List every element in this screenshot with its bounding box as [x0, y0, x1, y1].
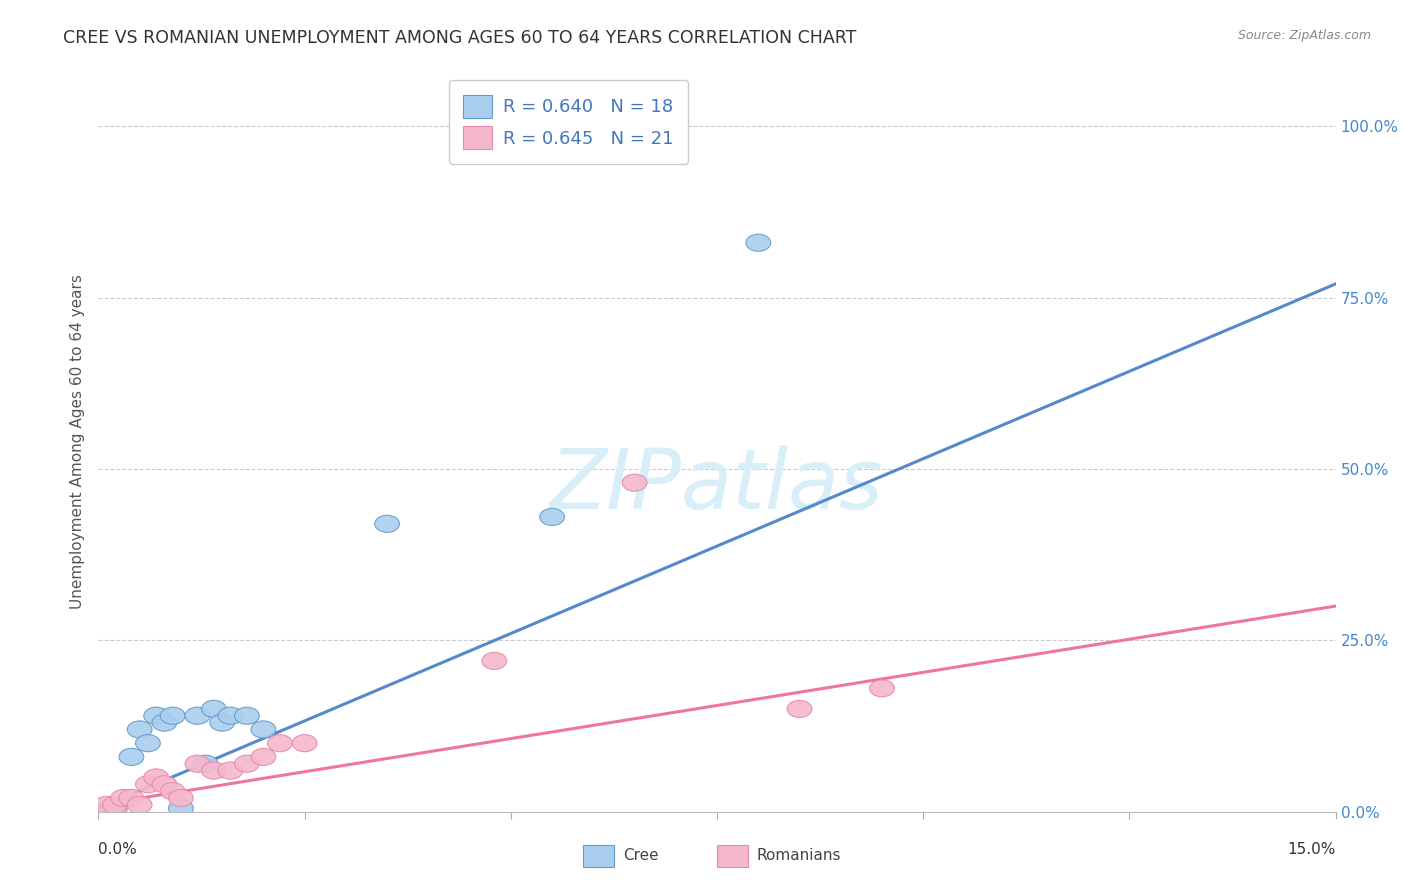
Ellipse shape — [218, 762, 243, 779]
Ellipse shape — [375, 516, 399, 533]
Ellipse shape — [482, 652, 506, 670]
Ellipse shape — [103, 797, 128, 814]
Text: Cree: Cree — [623, 848, 658, 863]
Ellipse shape — [186, 707, 209, 724]
Ellipse shape — [218, 707, 243, 724]
Ellipse shape — [209, 714, 235, 731]
Ellipse shape — [169, 789, 193, 806]
Text: ZIPatlas: ZIPatlas — [550, 445, 884, 526]
Y-axis label: Unemployment Among Ages 60 to 64 years: Unemployment Among Ages 60 to 64 years — [69, 274, 84, 609]
Ellipse shape — [152, 776, 177, 793]
Ellipse shape — [103, 800, 128, 817]
Ellipse shape — [160, 707, 186, 724]
Ellipse shape — [201, 762, 226, 779]
Ellipse shape — [128, 797, 152, 814]
Ellipse shape — [143, 769, 169, 786]
Text: CREE VS ROMANIAN UNEMPLOYMENT AMONG AGES 60 TO 64 YEARS CORRELATION CHART: CREE VS ROMANIAN UNEMPLOYMENT AMONG AGES… — [63, 29, 856, 46]
Ellipse shape — [540, 508, 564, 525]
Ellipse shape — [235, 707, 259, 724]
Ellipse shape — [135, 735, 160, 752]
Ellipse shape — [235, 756, 259, 772]
Ellipse shape — [135, 776, 160, 793]
Ellipse shape — [169, 800, 193, 817]
Text: 15.0%: 15.0% — [1288, 842, 1336, 857]
Ellipse shape — [152, 714, 177, 731]
Ellipse shape — [160, 782, 186, 800]
Ellipse shape — [94, 797, 120, 814]
Ellipse shape — [111, 789, 135, 806]
Ellipse shape — [292, 735, 316, 752]
Ellipse shape — [747, 235, 770, 252]
Ellipse shape — [143, 707, 169, 724]
Ellipse shape — [252, 748, 276, 765]
Text: Romanians: Romanians — [756, 848, 841, 863]
Ellipse shape — [252, 721, 276, 738]
Ellipse shape — [128, 721, 152, 738]
Ellipse shape — [186, 756, 209, 772]
Ellipse shape — [787, 700, 811, 717]
Ellipse shape — [201, 700, 226, 717]
Ellipse shape — [193, 756, 218, 772]
Text: Source: ZipAtlas.com: Source: ZipAtlas.com — [1237, 29, 1371, 42]
Text: 0.0%: 0.0% — [98, 842, 138, 857]
Legend: R = 0.640   N = 18, R = 0.645   N = 21: R = 0.640 N = 18, R = 0.645 N = 21 — [449, 80, 688, 164]
Ellipse shape — [267, 735, 292, 752]
Ellipse shape — [120, 748, 143, 765]
Ellipse shape — [120, 789, 143, 806]
Ellipse shape — [870, 680, 894, 697]
Ellipse shape — [623, 475, 647, 491]
